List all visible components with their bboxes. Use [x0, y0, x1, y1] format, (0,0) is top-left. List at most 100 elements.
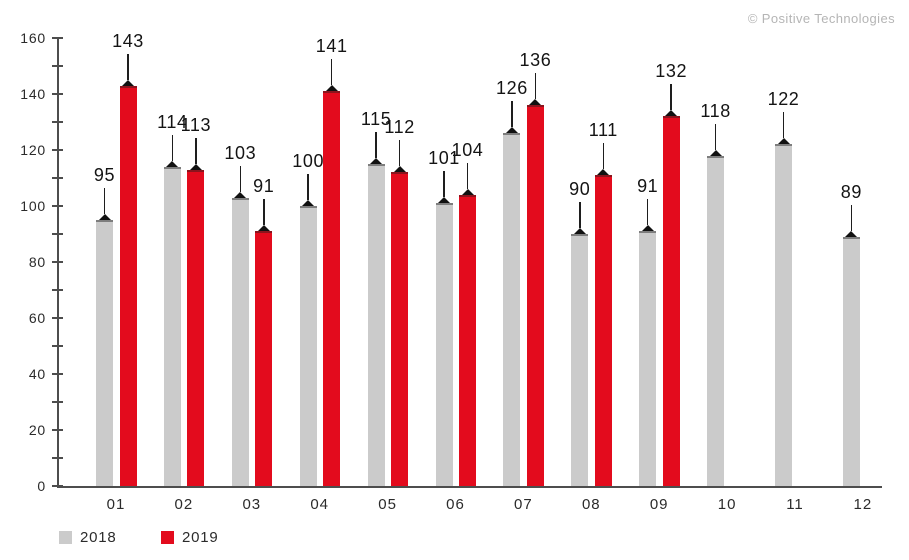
value-label: 91	[253, 176, 275, 197]
month-label: 01	[106, 496, 126, 513]
month-label: 10	[717, 496, 737, 513]
marker-triangle-icon	[325, 85, 338, 92]
marker-triangle-icon	[257, 225, 270, 232]
marker-triangle-icon	[461, 188, 474, 195]
leader-line	[263, 199, 265, 226]
y-tick	[52, 429, 63, 431]
marker-triangle-icon	[529, 99, 542, 106]
month-label: 07	[514, 496, 533, 513]
bar-2018	[571, 234, 589, 486]
bar-2018	[163, 166, 181, 486]
month-label: 12	[853, 496, 873, 513]
value-label: 143	[112, 30, 144, 51]
y-tick	[52, 121, 63, 123]
marker-triangle-icon	[234, 191, 247, 198]
month-label: 06	[446, 496, 465, 513]
leader-line	[375, 132, 377, 158]
value-label: 122	[767, 89, 800, 110]
marker-triangle-icon	[845, 230, 858, 237]
y-tick	[52, 485, 63, 487]
month-label: 02	[174, 496, 194, 513]
value-label: 132	[655, 61, 688, 82]
bar-2018	[639, 231, 657, 486]
y-tick	[52, 65, 63, 67]
value-label: 100	[292, 151, 325, 171]
bar-2018	[503, 133, 521, 486]
y-tick-label: 160	[20, 30, 46, 46]
bar-2018	[775, 144, 792, 486]
y-tick	[52, 261, 63, 263]
month-label: 11	[786, 496, 804, 513]
bar-2018	[299, 206, 317, 486]
value-label: 101	[428, 148, 460, 169]
y-tick	[52, 233, 63, 235]
bar-2019	[119, 85, 137, 486]
legend-swatch-2019	[161, 530, 174, 544]
value-label: 141	[315, 36, 348, 57]
y-axis-line	[57, 38, 59, 488]
bar-2019	[323, 91, 341, 486]
value-label: 111	[588, 120, 618, 141]
bar-2019	[662, 116, 680, 486]
legend-label: 2018	[80, 528, 117, 546]
value-label: 90	[569, 179, 591, 199]
value-label: 113	[180, 114, 212, 135]
y-tick	[52, 93, 63, 95]
copyright-text: © Positive Technologies	[747, 11, 895, 26]
y-tick	[52, 345, 63, 347]
month-label: 08	[581, 496, 601, 513]
legend-label: 2019	[182, 528, 219, 546]
marker-triangle-icon	[665, 110, 678, 117]
y-tick	[52, 401, 63, 403]
bar-2019	[187, 169, 205, 486]
y-tick	[52, 457, 63, 459]
marker-triangle-icon	[777, 138, 790, 145]
y-tick	[52, 37, 63, 39]
marker-triangle-icon	[302, 200, 315, 206]
y-tick-label: 60	[28, 310, 46, 326]
bar-2018	[96, 220, 113, 486]
month-label: 04	[310, 496, 330, 513]
leader-line	[466, 162, 469, 189]
legend-swatch-2018	[59, 530, 72, 544]
y-tick-label: 40	[28, 366, 46, 382]
marker-triangle-icon	[597, 169, 610, 176]
leader-line	[127, 53, 129, 80]
leader-line	[511, 101, 513, 128]
marker-triangle-icon	[505, 127, 518, 134]
bar-2019	[594, 175, 612, 486]
bar-2018	[367, 164, 385, 486]
value-label: 136	[519, 50, 552, 71]
value-label: 91	[637, 176, 659, 197]
leader-line	[782, 112, 785, 139]
y-tick	[52, 373, 63, 375]
marker-triangle-icon	[573, 228, 586, 234]
marker-triangle-icon	[166, 160, 179, 167]
leader-line	[171, 134, 174, 161]
leader-line	[534, 73, 537, 100]
legend-item-2018: 2018	[59, 527, 117, 547]
bar-2019	[255, 231, 273, 486]
y-tick	[52, 317, 63, 319]
value-label: 89	[840, 181, 863, 202]
leader-line	[443, 171, 445, 198]
leader-line	[602, 143, 605, 170]
marker-triangle-icon	[189, 163, 202, 170]
bar-2019	[459, 194, 476, 486]
leader-line	[103, 188, 106, 214]
marker-triangle-icon	[438, 197, 450, 204]
leader-line	[330, 59, 333, 86]
y-tick-label: 140	[20, 86, 46, 102]
bar-2018	[842, 236, 860, 486]
leader-line	[714, 123, 717, 150]
marker-triangle-icon	[122, 79, 134, 86]
marker-triangle-icon	[393, 166, 406, 173]
y-tick	[52, 289, 63, 291]
marker-triangle-icon	[641, 225, 654, 232]
value-label: 114	[157, 111, 188, 132]
bar-2018	[231, 197, 249, 486]
value-label: 115	[360, 109, 392, 129]
value-label: 103	[224, 142, 257, 163]
month-label: 09	[649, 496, 669, 513]
marker-triangle-icon	[709, 149, 722, 156]
